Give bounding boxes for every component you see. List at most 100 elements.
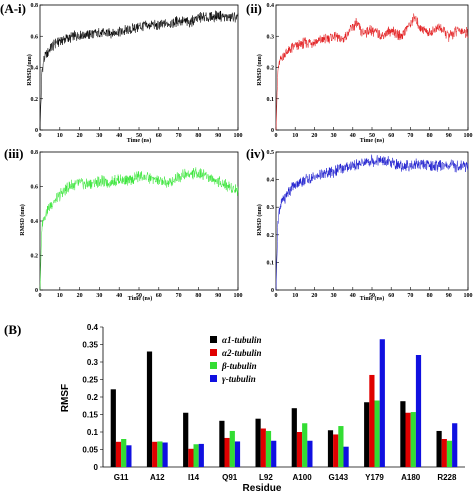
bar — [229, 430, 235, 467]
bar — [110, 389, 116, 467]
y-tick-label: 0.6 — [31, 185, 39, 191]
x-tick-label: 70 — [407, 293, 413, 299]
x-tick-label: 100 — [234, 293, 243, 299]
bar — [188, 448, 194, 467]
y-tick-label: 0.3 — [87, 358, 99, 367]
x-tick-label: 0 — [275, 133, 278, 139]
y-tick-label: 0.3 — [267, 205, 275, 211]
bar — [152, 441, 158, 467]
x-tick-label: 80 — [427, 133, 433, 139]
x-tick-label: 40 — [350, 133, 356, 139]
legend-swatch — [210, 362, 217, 369]
x-tick-label: 100 — [464, 133, 473, 139]
x-axis-label: Time (ns) — [127, 137, 151, 144]
bar — [183, 412, 189, 467]
x-tick-label: 100 — [464, 293, 473, 299]
y-tick-label: 0.05 — [82, 446, 98, 455]
bar — [271, 440, 277, 467]
x-axis-label: Residue — [243, 483, 282, 493]
bar — [338, 426, 344, 467]
rmsd-trace — [39, 10, 239, 131]
x-tick-label: 20 — [311, 133, 317, 139]
legend-swatch — [210, 375, 217, 382]
x-tick-label: 10 — [292, 293, 298, 299]
bar — [224, 437, 230, 467]
bar — [219, 420, 225, 467]
panel-label-iii: (iii) — [4, 146, 24, 161]
bar — [255, 418, 261, 467]
x-tick-label: A100 — [293, 473, 313, 482]
x-tick-label: 90 — [446, 293, 452, 299]
x-tick-label: R228 — [437, 473, 457, 482]
legend-swatch — [210, 349, 217, 356]
bar — [374, 400, 380, 467]
bar — [291, 408, 297, 467]
x-tick-label: A12 — [150, 473, 165, 482]
legend-label: β-tubulin — [221, 361, 257, 371]
y-axis-label: RMSD (nm) — [256, 54, 263, 86]
x-tick-label: 0 — [39, 133, 42, 139]
y-tick-label: 0.2 — [267, 66, 275, 72]
y-tick-label: 0.8 — [31, 3, 39, 9]
bar — [296, 432, 303, 467]
x-tick-label: 50 — [369, 133, 375, 139]
x-tick-label: 80 — [195, 133, 201, 139]
bar — [327, 430, 334, 467]
x-tick-label: Y179 — [365, 473, 384, 482]
bar — [452, 423, 458, 467]
x-tick-label: 10 — [57, 293, 63, 299]
bar — [260, 428, 266, 467]
x-tick-label: 90 — [215, 293, 221, 299]
bar — [121, 439, 127, 467]
bar — [379, 339, 385, 467]
bar — [193, 444, 199, 467]
y-axis-label: RMSD (nm) — [26, 54, 33, 86]
x-tick-label: I14 — [188, 473, 200, 482]
legend-label: γ-tubulin — [222, 374, 256, 384]
bar — [436, 430, 442, 467]
y-tick-label: 0.4 — [267, 3, 275, 9]
x-tick-label: 40 — [116, 293, 122, 299]
x-tick-label: 30 — [331, 293, 337, 299]
rmsd-trace — [275, 154, 469, 291]
y-axis-label: RMSD (nm) — [256, 204, 263, 236]
plot-frame — [39, 4, 239, 131]
x-tick-label: 50 — [136, 293, 142, 299]
x-tick-label: 30 — [331, 133, 337, 139]
x-tick-label: 70 — [176, 293, 182, 299]
x-tick-label: 0 — [39, 293, 42, 299]
y-tick-label: 0 — [271, 288, 274, 294]
y-tick-label: 0.4 — [31, 66, 39, 72]
x-tick-label: 0 — [275, 293, 278, 299]
x-tick-label: 10 — [57, 133, 63, 139]
bar — [333, 434, 339, 467]
y-tick-label: 0.35 — [82, 341, 98, 350]
x-tick-label: 70 — [176, 133, 182, 139]
bar — [441, 439, 447, 467]
plot-frame — [275, 4, 469, 131]
bar — [234, 441, 241, 467]
bar — [126, 445, 132, 467]
bar — [265, 430, 272, 467]
bar — [115, 441, 122, 467]
rmsd-trace — [275, 13, 469, 131]
x-tick-label: 30 — [96, 293, 102, 299]
y-tick-label: 0.4 — [87, 323, 99, 332]
bar — [364, 402, 370, 467]
bar — [405, 412, 411, 467]
x-tick-label: 50 — [369, 293, 375, 299]
x-tick-label: G143 — [329, 473, 349, 482]
x-tick-label: 10 — [292, 133, 298, 139]
x-tick-label: 20 — [77, 293, 83, 299]
bar — [369, 374, 375, 467]
x-tick-label: 60 — [388, 293, 394, 299]
rmsf-bar-chart: RMSF Residue α1-tubulin α2-tubulin β-tubul… — [60, 323, 465, 493]
bar — [410, 412, 416, 467]
x-tick-label: 20 — [311, 293, 317, 299]
x-axis-label: Time (ns) — [360, 295, 384, 302]
y-tick-label: 0.8 — [31, 150, 39, 156]
y-tick-label: 0 — [271, 128, 274, 134]
rmsd-chart-iii: RMSD (nm) Time (ns) 0 10 20 30 40 50 60 70 80 90 1… — [19, 150, 243, 302]
y-tick-label: 0 — [94, 463, 99, 472]
y-axis-label: RMSD (nm) — [19, 204, 26, 236]
